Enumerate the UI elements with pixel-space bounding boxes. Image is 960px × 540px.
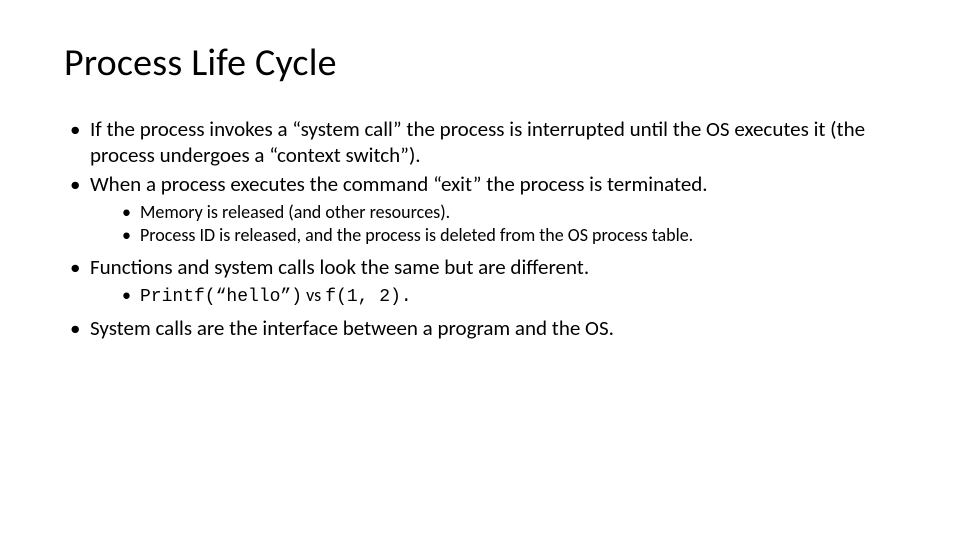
bullet-text: vs — [302, 284, 325, 306]
list-item: Functions and system calls look the same… — [64, 254, 896, 310]
list-item: Process ID is released, and the process … — [90, 224, 896, 247]
code-text: f(1, 2). — [325, 287, 411, 307]
list-item: System calls are the interface between a… — [64, 315, 896, 341]
bullet-list: If the process invokes a “system call” t… — [64, 116, 896, 341]
bullet-text: Functions and system calls look the same… — [90, 254, 589, 280]
bullet-text: If the process invokes a “system call” t… — [90, 116, 865, 168]
list-item: Memory is released (and other resources)… — [90, 201, 896, 224]
list-item: When a process executes the command “exi… — [64, 171, 896, 248]
list-item: Printf(“hello”) vs f(1, 2). — [90, 284, 896, 309]
bullet-text: When a process executes the command “exi… — [90, 171, 708, 197]
slide: Process Life Cycle If the process invoke… — [0, 0, 960, 341]
bullet-text: Memory is released (and other resources)… — [140, 201, 450, 223]
code-text: Printf(“hello”) — [140, 287, 302, 307]
bullet-text: System calls are the interface between a… — [90, 315, 614, 341]
list-item: If the process invokes a “system call” t… — [64, 116, 896, 169]
sub-list: Printf(“hello”) vs f(1, 2). — [90, 284, 896, 309]
sub-list: Memory is released (and other resources)… — [90, 201, 896, 248]
slide-title: Process Life Cycle — [64, 40, 896, 86]
bullet-text: Process ID is released, and the process … — [140, 224, 693, 246]
